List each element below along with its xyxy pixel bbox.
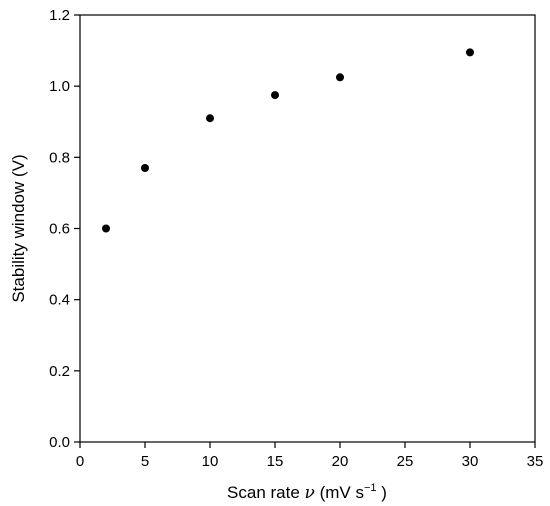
y-tick-label: 0.8 — [49, 149, 70, 166]
y-tick-label: 1.0 — [49, 78, 70, 95]
data-point — [336, 73, 344, 82]
data-point — [271, 91, 279, 100]
plot-frame — [79, 14, 536, 443]
y-tick-label: 0.0 — [49, 434, 70, 451]
x-axis: 0 5 10 15 20 25 30 35 — [76, 442, 544, 470]
x-tick-label: 25 — [397, 453, 414, 470]
y-tick-label: 0.6 — [49, 221, 70, 238]
y-tick-label: 0.2 — [49, 363, 70, 380]
x-tick-label: 0 — [76, 453, 84, 470]
x-axis-title: Scan rate ν (mV s−1 ) — [227, 482, 387, 503]
x-tick-label: 30 — [462, 453, 479, 470]
x-tick-label: 5 — [141, 453, 149, 470]
y-tick-label: 1.2 — [49, 7, 70, 24]
y-axis: 0.0 0.2 0.4 0.6 0.8 1.0 1.2 — [49, 7, 80, 451]
data-point — [102, 224, 110, 233]
x-tick-label: 10 — [202, 453, 219, 470]
data-point — [466, 48, 474, 57]
x-tick-label: 15 — [267, 453, 284, 470]
data-point — [141, 164, 149, 173]
data-point — [206, 114, 214, 123]
y-axis-title: Stability window (V) — [9, 154, 28, 302]
y-tick-label: 0.4 — [49, 292, 70, 309]
data-points — [102, 48, 474, 233]
x-tick-label: 35 — [527, 453, 544, 470]
x-tick-label: 20 — [332, 453, 349, 470]
